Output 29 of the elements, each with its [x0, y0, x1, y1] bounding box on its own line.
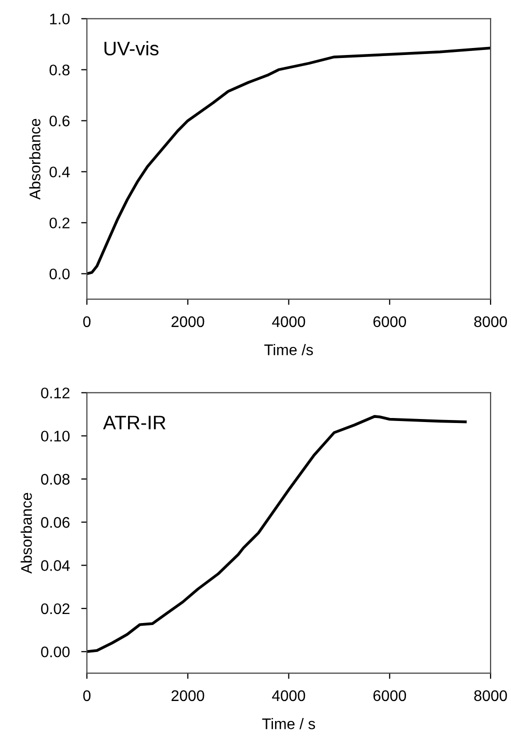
x-tick-label: 6000	[373, 690, 406, 702]
y-tick-label: 0.08	[41, 474, 70, 485]
x-tick-label: 0	[83, 316, 91, 328]
y-tick-label: 0.2	[50, 218, 70, 228]
annotation: UV-vis	[104, 41, 158, 56]
y-tick-label: 0.6	[50, 116, 70, 126]
y-tick-label: 0.04	[41, 560, 70, 571]
x-axis-title: Time / s	[262, 718, 316, 730]
y-axis-title: Absorbance	[29, 118, 40, 200]
x-tick-label: 2000	[172, 690, 204, 702]
x-tick-label: 8000	[474, 690, 507, 702]
y-axis-title: Absorbance	[20, 492, 32, 574]
x-tick-label: 2000	[172, 316, 204, 328]
x-tick-label: 6000	[373, 316, 406, 328]
y-tick-label: 0.10	[41, 430, 70, 442]
y-tick-label: 0.02	[41, 603, 70, 614]
y-tick-label: 0.00	[41, 646, 70, 658]
y-tick-label: 0.0	[50, 268, 70, 280]
y-tick-label: 0.06	[41, 517, 70, 528]
x-tick-label: 4000	[272, 690, 306, 702]
y-tick-label: 0.8	[50, 64, 70, 76]
y-tick-label: 0.4	[50, 166, 70, 178]
y-tick-label: 0.12	[41, 388, 70, 398]
x-tick-label: 8000	[474, 316, 507, 328]
y-tick-label: 1.0	[50, 14, 70, 24]
annotation: ATR-IR	[103, 416, 166, 430]
x-tick-label: 0	[83, 690, 91, 702]
x-tick-label: 4000	[272, 316, 306, 328]
x-axis-title: Time /s	[264, 344, 313, 356]
